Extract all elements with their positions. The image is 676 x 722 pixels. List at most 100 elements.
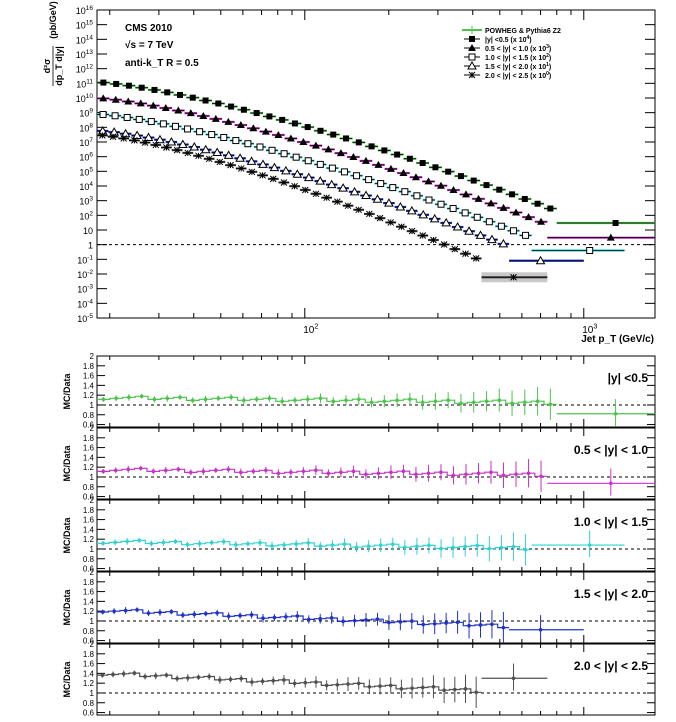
data-point [361, 190, 371, 200]
annotation-energy: √s = 7 TeV [125, 40, 174, 51]
data-point [261, 127, 270, 135]
data-point [161, 103, 170, 111]
data-point [235, 153, 245, 162]
data-point [125, 82, 132, 89]
ratio-y-tick-label: 1 [90, 401, 95, 410]
y-tick-label: 10-3 [77, 284, 93, 295]
data-point [413, 192, 421, 200]
ratio-y-tick-label: 0.6 [83, 421, 95, 430]
data-point [99, 110, 107, 118]
legend-entry: 1.0 < |y| < 1.5 (x 102) [464, 53, 551, 62]
data-point [372, 194, 383, 203]
data-point [399, 169, 408, 177]
ratio-y-tick-label: 0.6 [83, 709, 95, 718]
ratio-y-tick-label: 1.6 [83, 660, 95, 669]
ratio-y-tick-label: 1.2 [83, 679, 95, 688]
data-point [244, 140, 252, 148]
y-tick-label: 105 [79, 166, 93, 177]
series-3 [97, 125, 584, 265]
ratio-y-tick-label: 1.2 [83, 463, 95, 472]
data-point [292, 169, 303, 178]
data-point [317, 127, 324, 134]
data-point-d2 [227, 161, 234, 169]
data-point [406, 205, 417, 215]
ratio-frame [96, 427, 656, 500]
data-point-d2 [216, 158, 224, 166]
ratio-y-tick-label: 1.6 [83, 588, 95, 597]
y-tick-label: 1 [88, 241, 93, 251]
data-point-last-bin [586, 247, 594, 255]
data-point [436, 181, 445, 189]
data-point [200, 144, 211, 154]
data-point [174, 106, 183, 114]
data-point [432, 164, 439, 171]
y-tick-label: 10-5 [77, 313, 93, 324]
ratio-last-point [609, 481, 613, 486]
data-point [132, 130, 142, 140]
data-point [424, 177, 433, 185]
data-point-d2 [430, 236, 437, 244]
ratio-y-tick-label: 1.4 [83, 525, 95, 534]
data-point [475, 230, 486, 239]
ratio-mc-line [97, 539, 532, 551]
ratio-y-tick-label: 1.6 [83, 372, 95, 381]
data-point-d2 [259, 171, 266, 179]
y-tick-label: 102 [79, 210, 93, 221]
data-point [286, 134, 295, 142]
x-tick-label: 102 [303, 322, 318, 337]
ratio-y-tick-label: 1.2 [83, 391, 95, 400]
data-point [374, 160, 383, 168]
legend-label: 0.5 < |y| < 1.0 (x 103) [485, 44, 551, 53]
data-point [208, 131, 216, 139]
data-point [269, 162, 280, 172]
data-point [292, 153, 300, 161]
data-point [304, 124, 311, 131]
data-point [151, 86, 158, 93]
x-tick-label: 103 [582, 322, 597, 337]
data-point [228, 103, 235, 110]
ratio-panel-label: |y| <0.5 [608, 371, 649, 385]
data-point [437, 200, 445, 208]
ratio-frame [96, 571, 656, 644]
data-point-d2 [131, 137, 138, 144]
data-point-last-bin [612, 220, 619, 227]
ratio-y-tick-label: 0.8 [83, 483, 95, 492]
data-point-d2 [472, 255, 480, 262]
data-point [240, 106, 247, 113]
ratio-y-tick-label: 1.4 [83, 381, 95, 390]
legend-entry: POWHEG & Pythia6 Z2 [462, 26, 561, 35]
ratio-y-tick-label: 1.2 [83, 607, 95, 616]
series-1 [97, 94, 655, 241]
data-point-d2 [408, 227, 416, 235]
data-point [111, 95, 120, 103]
data-point [256, 143, 264, 151]
data-point [384, 198, 394, 207]
ratio-y-tick-label: 1.8 [83, 362, 95, 371]
y-tick-label: 1015 [76, 20, 94, 31]
data-point [512, 208, 521, 216]
ratio-frame [96, 499, 656, 572]
data-point [406, 155, 413, 162]
data-point [343, 135, 350, 142]
data-point [212, 147, 223, 156]
data-point [316, 160, 324, 168]
data-point [215, 100, 222, 107]
annotation-algorithm: anti-k_T R = 0.5 [125, 58, 199, 69]
ratio-mc-line [97, 672, 482, 693]
ratio-mc-line [97, 609, 510, 629]
data-point [138, 84, 145, 91]
y-tick-label: 1010 [76, 93, 94, 104]
data-point [498, 238, 509, 248]
data-point-d2 [387, 219, 395, 226]
ratio-panel-label: 2.0 < |y| < 2.5 [574, 659, 648, 673]
data-point [189, 142, 200, 151]
data-point [123, 113, 131, 121]
data-point-d2 [109, 133, 117, 141]
y-tick-label: 104 [79, 181, 93, 192]
data-point [361, 156, 370, 164]
